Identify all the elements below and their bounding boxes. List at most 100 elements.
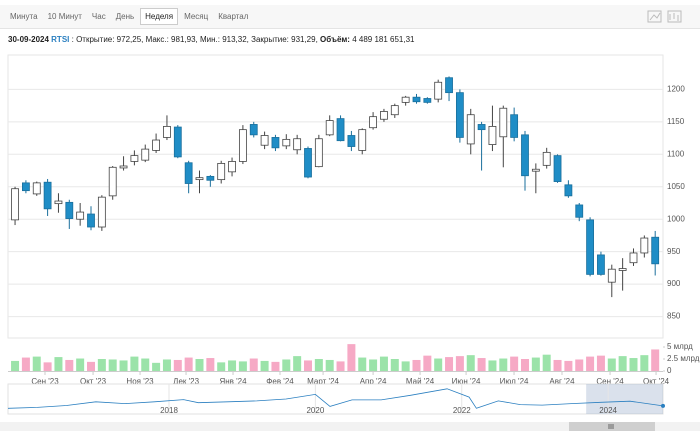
candle-body [553,155,562,182]
volume-bar [358,357,367,371]
candle-body [369,116,377,129]
plot-area [7,54,664,339]
volume-bar [206,358,215,371]
candle-body [618,268,627,271]
volume-bar [184,357,193,371]
period-tab[interactable]: Минута [10,12,38,21]
candle-body [347,135,356,147]
period-tab[interactable]: Месяц [184,12,209,21]
navigator-selection[interactable] [586,384,663,414]
volume-bar [293,356,302,371]
candle-body [76,211,85,220]
y-tick-label: 1000 [667,214,685,223]
candle-body [336,118,345,142]
navigator [7,383,664,415]
candle-body [564,184,573,197]
candle-body [597,254,605,275]
candle-body [22,182,30,192]
volume-bar [314,359,323,371]
period-tab[interactable]: День [115,12,135,21]
volume-bar [43,362,52,371]
scrollbar-handle[interactable] [569,422,655,431]
volume-bar [11,360,20,371]
candle-body [130,155,139,162]
volume-bar [520,359,529,371]
volume-bar [336,361,345,371]
candle-body [228,161,236,173]
candle-body [325,120,334,136]
x-tick-label: Янв '24 [219,377,247,386]
volume-bar [260,360,269,371]
volume-bar [217,362,226,371]
navigator-year: 2024 [599,406,617,415]
period-tab[interactable]: Квартал [218,12,249,21]
x-tick-label: Июн '24 [452,377,481,386]
candle-body [173,126,182,158]
period-tab[interactable]: 10 Минут [47,12,82,21]
candle-body [390,105,399,116]
details: : Открытие: 972,25, Макс.: 981,93, Мин.:… [71,35,318,44]
scrollbar[interactable] [0,422,700,431]
candle-body [607,268,616,283]
volume-bar [65,359,74,371]
candle-body [412,96,421,103]
candle-body [293,138,302,151]
candle-body [54,200,63,205]
candle-body [282,138,291,147]
volume-bar [488,360,497,371]
volume-bar [119,360,128,371]
candle-body [152,139,160,151]
volume-bar [282,359,291,371]
volume-bar [466,355,475,371]
candle-body [575,204,584,218]
period-tab[interactable]: Неделя [140,8,179,25]
y-tick-label: 1100 [667,149,685,158]
volume-tick-label: 5 млрд [667,342,693,351]
candle-body [184,162,193,184]
symbol: RTSI [51,35,70,44]
volume-bar [586,356,595,371]
candle-body [358,129,367,151]
candle-body [401,96,410,103]
volume-bar [640,355,649,371]
volume-bar [564,360,573,371]
volume-bar [162,359,171,371]
x-tick-label: Окт '23 [80,377,107,386]
period-tab[interactable]: Час [91,12,106,21]
candle-body [542,151,551,166]
volume-bar [531,357,540,371]
volume-bar [575,359,584,371]
volume-bar [510,356,519,371]
candle-body [586,219,594,275]
volume-bar [303,360,312,371]
volume-bar [325,359,334,371]
candle-body [521,134,529,177]
info-line: 30-09-2024 RTSI : Открытие: 972,25, Макс… [8,35,414,44]
volume-bar [249,358,258,371]
volume-bar [369,359,378,371]
volume-bar [434,358,443,371]
volume-bar [238,361,247,371]
volume-bar [54,357,63,371]
chart-type-icons [647,10,682,23]
candle-body [87,213,95,228]
volume-bar [87,361,96,371]
y-tick-label: 900 [667,279,681,288]
candle-body [43,181,52,210]
volume-bar [477,358,486,371]
candle-body [32,182,41,195]
candle-body [249,124,258,136]
navigator-year: 2020 [306,406,324,415]
volume-bar [130,356,139,371]
volume-bar [32,356,41,371]
volume-bar [21,357,30,371]
volume-bar [195,359,204,371]
volume-bar [271,361,280,371]
x-tick-label: Апр '24 [360,377,387,386]
toolbar: Минута 10 Минут Час День Неделя Месяц Квартал [0,5,700,29]
y-tick-label: 1050 [667,182,685,191]
volume-bar [401,361,410,371]
volume-bar [76,358,85,371]
